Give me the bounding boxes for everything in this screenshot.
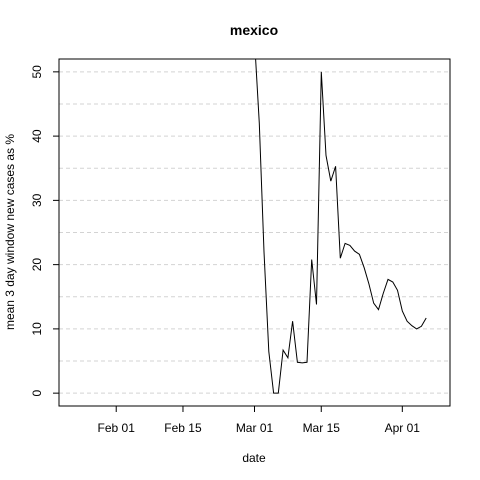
x-tick-label: Apr 01 <box>385 421 421 435</box>
x-tick-label: Feb 01 <box>98 421 136 435</box>
series-group <box>255 59 427 394</box>
y-axis: 0 10 20 30 40 50 <box>30 65 59 396</box>
chart-title: mexico <box>230 22 278 38</box>
x-axis: Feb 01 Feb 15 Mar 01 Mar 15 Apr 01 <box>98 406 421 435</box>
y-tick-label: 30 <box>30 193 44 207</box>
x-tick-label: Mar 01 <box>236 421 274 435</box>
y-tick-label: 40 <box>30 129 44 143</box>
y-tick-label: 50 <box>30 65 44 79</box>
y-axis-label: mean 3 day window new cases as % <box>3 134 17 330</box>
y-tick-label: 20 <box>30 258 44 272</box>
y-tick-label: 0 <box>30 389 44 396</box>
y-tick-label: 10 <box>30 322 44 336</box>
x-axis-label: date <box>242 451 266 465</box>
gridlines <box>59 71 450 394</box>
series-line <box>255 59 427 394</box>
x-tick-label: Feb 15 <box>164 421 202 435</box>
x-tick-label: Mar 15 <box>303 421 341 435</box>
